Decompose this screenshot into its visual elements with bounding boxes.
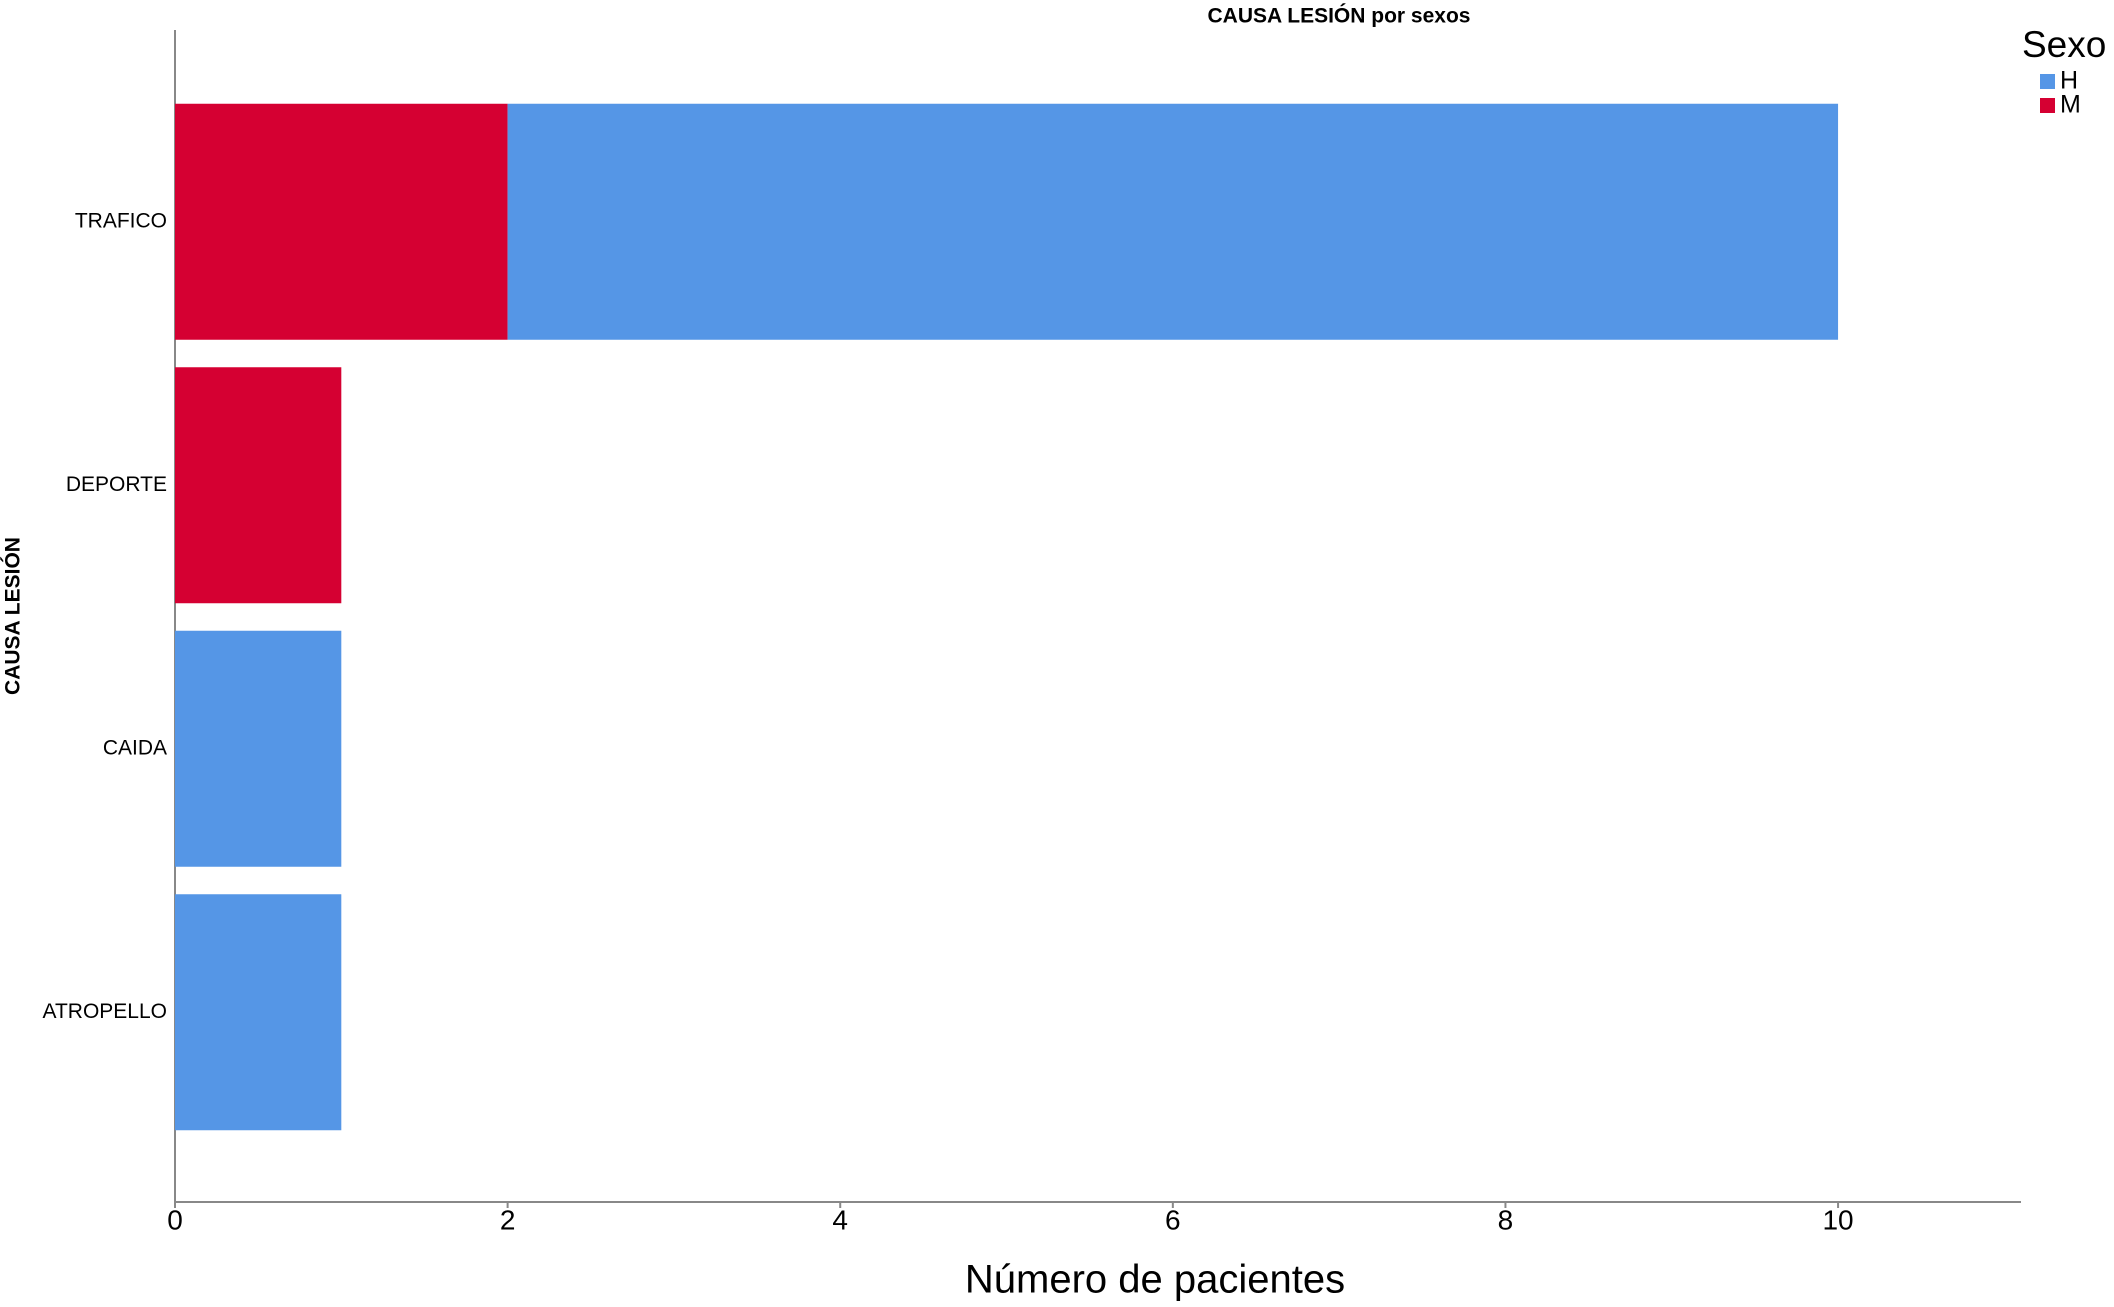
x-tick-label: 8 [1498, 1204, 1514, 1235]
legend-title: Sexo [2022, 24, 2106, 65]
x-tick-label: 6 [1165, 1204, 1181, 1235]
x-tick-label: 0 [167, 1204, 183, 1235]
bar-segment [175, 103, 508, 340]
bar-segment [175, 367, 342, 604]
bar-segment [175, 630, 342, 867]
bar-segment [175, 894, 342, 1131]
legend-label: H [2060, 67, 2078, 95]
bar-segment [507, 103, 1839, 340]
chart-title: CAUSA LESIÓN por sexos [1208, 4, 1471, 28]
legend-swatch [2040, 98, 2055, 113]
x-tick-label: 2 [500, 1204, 516, 1235]
x-axis-label: Número de pacientes [965, 1258, 1345, 1302]
y-axis-label: CAUSA LESIÓN [1, 537, 25, 695]
legend-label: M [2060, 91, 2081, 119]
legend-swatch [2040, 74, 2055, 89]
y-tick-label: TRAFICO [75, 209, 167, 232]
y-tick-label: CAIDA [103, 736, 167, 759]
x-tick-label: 4 [832, 1204, 848, 1235]
y-tick-label: ATROPELLO [43, 1000, 167, 1023]
y-tick-label: DEPORTE [66, 473, 167, 496]
x-tick-label: 10 [1822, 1204, 1853, 1235]
